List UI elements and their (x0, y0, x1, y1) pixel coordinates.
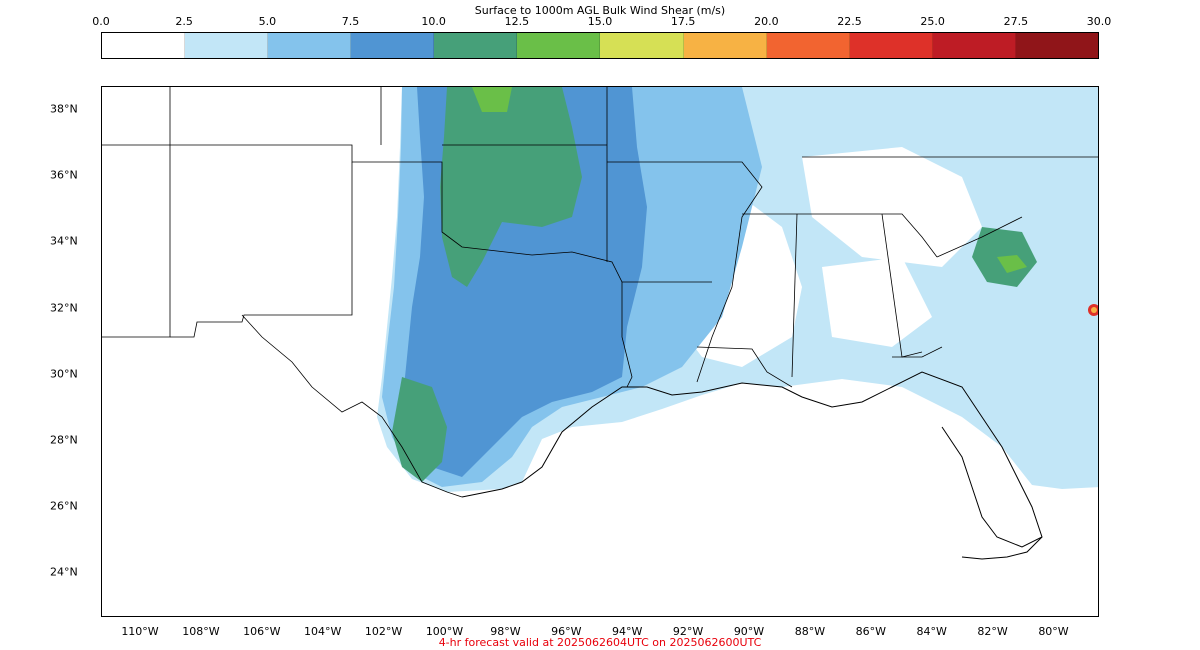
colorbar-segment (766, 33, 850, 58)
colorbar-segment (102, 33, 186, 58)
colorbar-segment (185, 33, 269, 58)
colorbar-segment (268, 33, 352, 58)
longitude-label: 98°W (490, 625, 521, 638)
colorbar-segment (434, 33, 518, 58)
longitude-label: 86°W (855, 625, 886, 638)
colorbar-tick-label: 17.5 (670, 15, 696, 28)
colorbar-segment (351, 33, 435, 58)
latitude-label: 34°N (50, 234, 78, 248)
colorbar (101, 32, 1099, 59)
colorbar-title: Surface to 1000m AGL Bulk Wind Shear (m/… (474, 4, 726, 17)
longitude-label: 106°W (243, 625, 281, 638)
colorbar-segment (849, 33, 933, 58)
longitude-label: 102°W (364, 625, 403, 638)
shear-region-green (392, 377, 447, 482)
shear-region-bright-green (472, 87, 512, 112)
longitude-label: 100°W (425, 625, 464, 638)
longitude-label: 94°W (612, 625, 643, 638)
longitude-label: 84°W (916, 625, 947, 638)
colorbar-tick-label: 7.5 (341, 15, 360, 28)
shear-hotspot (1091, 307, 1097, 313)
longitude-label: 82°W (977, 625, 1008, 638)
forecast-valid-text: 4-hr forecast valid at 2025062604UTC on … (438, 636, 762, 649)
colorbar-segment (1015, 33, 1098, 58)
latitude-label: 28°N (50, 433, 78, 447)
latitude-label: 30°N (50, 367, 78, 381)
colorbar-segment (932, 33, 1016, 58)
longitude-label: 90°W (733, 625, 765, 638)
map-frame[interactable] (101, 86, 1099, 617)
longitude-label: 110°W (121, 625, 159, 638)
shear-region-green (440, 87, 582, 287)
state-borders (102, 87, 1098, 498)
colorbar-tick-label: 27.5 (1003, 15, 1029, 28)
colorbar-tick-label: 12.5 (504, 15, 530, 28)
wind-shear-map (102, 87, 1098, 560)
colorbar-tick-label: 2.5 (175, 15, 193, 28)
latitude-label: 36°N (50, 168, 78, 182)
shear-fill-layer (377, 87, 1098, 492)
shear-region-bright-green (997, 255, 1027, 273)
colorbar-tick-label: 0.0 (92, 15, 110, 28)
colorbar-tick-label: 25.0 (920, 15, 945, 28)
colorbar-tick-label: 22.5 (837, 15, 862, 28)
colorbar-tick-label: 5.0 (258, 15, 277, 28)
colorbar-tick-label: 20.0 (754, 15, 779, 28)
latitude-label: 38°N (50, 102, 78, 116)
colorbar-segment (683, 33, 767, 58)
coastline (461, 371, 1043, 560)
colorbar-tick-label: 10.0 (421, 15, 446, 28)
colorbar-tick-label: 30.0 (1086, 15, 1112, 28)
colorbar-tick-labels: 0.0 2.5 5.0 7.5 10.0 12.5 15.0 17.5 20.0 22.5 25.0… (0, 0, 1200, 64)
colorbar-tick-label: 15.0 (587, 15, 613, 28)
longitude-label: 80°W (1038, 625, 1069, 638)
colorbar-segment (517, 33, 601, 58)
longitude-label: 104°W (304, 625, 342, 638)
longitude-label: 108°W (182, 625, 220, 638)
latitude-label: 26°N (50, 499, 78, 513)
colorbar-segment (600, 33, 684, 58)
latitude-label: 32°N (50, 301, 78, 315)
longitude-label: 88°W (794, 625, 826, 638)
latitude-label: 24°N (50, 565, 78, 579)
longitude-label: 92°W (672, 625, 704, 638)
shear-clear-area (822, 257, 932, 347)
shear-clear-area (802, 147, 982, 267)
longitude-label: 96°W (551, 625, 582, 638)
